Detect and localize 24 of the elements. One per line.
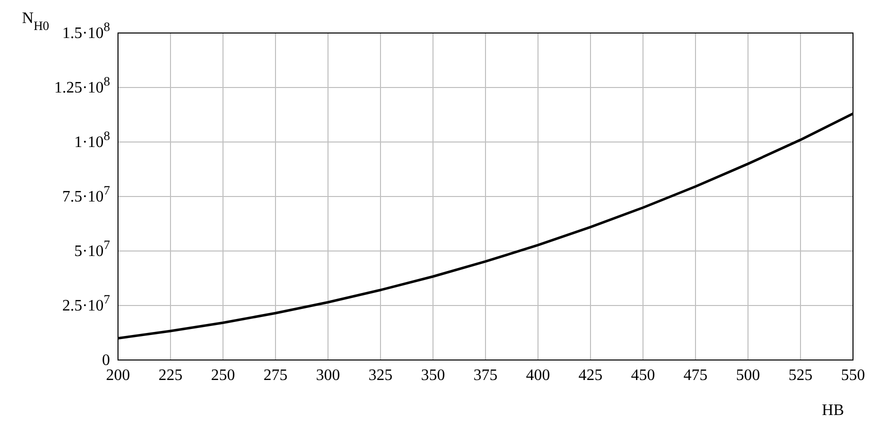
x-axis-title: HB	[822, 402, 844, 419]
y-tick-label: 0	[102, 352, 110, 369]
x-tick-label: 400	[526, 367, 550, 384]
x-tick-label: 350	[421, 367, 445, 384]
y-axis-title: N$_{H0}$	[22, 10, 50, 33]
y-tick-label: 1.5·10$^{8}$	[62, 20, 110, 42]
y-tick-label: 5·10$^{7}$	[74, 238, 111, 260]
x-tick-label: 450	[631, 367, 655, 384]
x-tick-label: 325	[368, 367, 392, 384]
x-tick-label: 250	[211, 367, 235, 384]
x-tick-label: 225	[158, 367, 182, 384]
y-tick-label: 1·10$^{8}$	[74, 129, 110, 151]
y-tick-label: 1.25·10$^{8}$	[54, 74, 110, 96]
x-tick-label: 300	[316, 367, 340, 384]
y-tick-label: 2.5·10$^{7}$	[62, 292, 111, 314]
x-tick-label: 425	[578, 367, 602, 384]
x-tick-label: 500	[736, 367, 760, 384]
x-tick-label: 525	[788, 367, 812, 384]
x-tick-label: 475	[684, 367, 708, 384]
y-tick-label: 7.5·10$^{7}$	[62, 184, 111, 206]
x-tick-label: 275	[264, 367, 288, 384]
x-tick-label: 550	[841, 367, 865, 384]
x-tick-label: 375	[474, 367, 498, 384]
x-tick-label: 200	[106, 367, 130, 384]
